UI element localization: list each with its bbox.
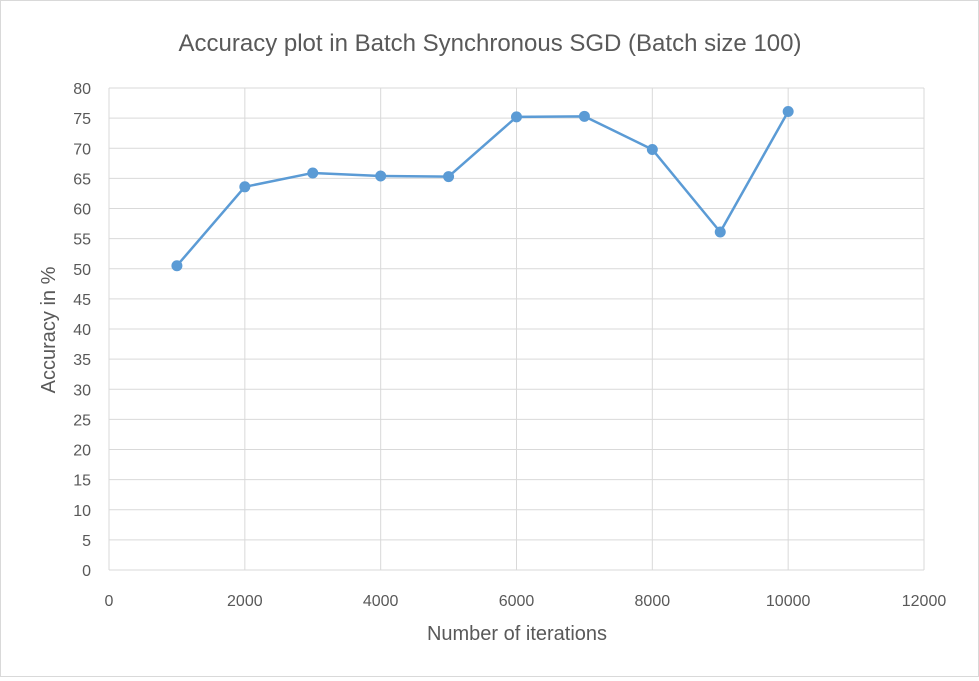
x-tick-label: 10000 xyxy=(766,593,811,610)
y-tick-label: 0 xyxy=(82,563,91,580)
data-point xyxy=(578,110,590,122)
series-line xyxy=(175,110,790,267)
y-tick-label: 75 xyxy=(73,111,91,128)
data-point xyxy=(307,167,319,179)
y-tick-label: 35 xyxy=(73,352,91,369)
x-axis-title: Number of iterations xyxy=(427,623,607,645)
gridlines xyxy=(108,87,925,571)
data-point xyxy=(375,170,387,182)
x-tick-label: 4000 xyxy=(363,593,399,610)
y-tick-label: 25 xyxy=(73,412,91,429)
y-tick-label: 45 xyxy=(73,292,91,309)
y-tick-label: 20 xyxy=(73,443,91,460)
y-tick-label: 30 xyxy=(73,382,91,399)
y-axis-title: Accuracy in % xyxy=(38,266,60,393)
data-point xyxy=(714,226,726,238)
y-tick-label: 70 xyxy=(73,141,91,158)
y-tick-label: 5 xyxy=(82,533,91,550)
data-point xyxy=(239,181,251,193)
data-point xyxy=(443,171,455,183)
data-point xyxy=(171,260,183,272)
x-tick-label: 0 xyxy=(105,593,114,610)
y-tick-label: 40 xyxy=(73,322,91,339)
data-point xyxy=(511,111,522,123)
y-tick-label: 15 xyxy=(73,473,91,490)
y-tick-label: 65 xyxy=(73,171,91,188)
y-tick-label: 60 xyxy=(73,202,91,219)
chart-title: Accuracy plot in Batch Synchronous SGD (… xyxy=(179,30,802,57)
series-layer xyxy=(171,105,794,272)
x-tick-label: 6000 xyxy=(499,593,535,610)
y-tick-label: 55 xyxy=(73,232,91,249)
x-tick-label: 8000 xyxy=(635,593,671,610)
x-tick-label: 2000 xyxy=(227,593,263,610)
y-tick-label: 10 xyxy=(73,503,91,520)
tick-labels: 0 5 10 15 20 25 30 35 40 45 50 55 60 65 70 75 80 0 2000 400… xyxy=(73,81,946,610)
data-point xyxy=(782,105,794,117)
data-point xyxy=(646,143,658,155)
y-tick-label: 50 xyxy=(73,262,91,279)
x-tick-label: 12000 xyxy=(902,593,947,610)
y-tick-label: 80 xyxy=(73,81,91,98)
